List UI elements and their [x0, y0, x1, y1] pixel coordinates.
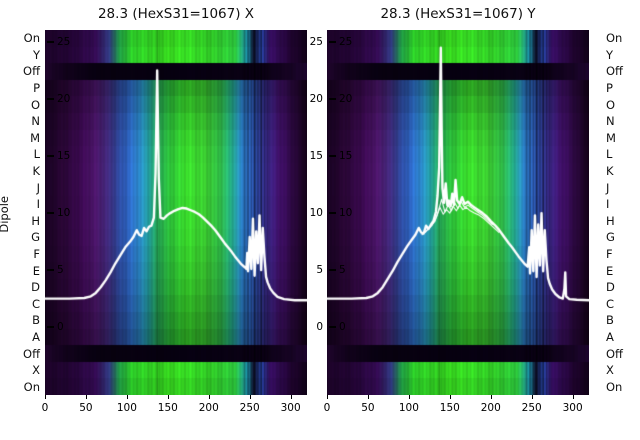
row-label-left: On — [23, 31, 40, 46]
row-label-right: O — [606, 97, 616, 112]
row-label-right: N — [606, 114, 615, 129]
row-label-right: F — [606, 246, 613, 261]
xtick-label: 150 — [439, 402, 460, 414]
row-label-right: K — [606, 164, 614, 179]
row-label-right: Y — [606, 47, 614, 62]
row-label-left: N — [31, 114, 40, 129]
row-label-left: M — [30, 130, 40, 145]
row-label-left: On — [23, 379, 40, 394]
row-label-right: Off — [606, 346, 623, 361]
xtick-label: 100 — [398, 402, 419, 414]
row-label-left: E — [32, 263, 40, 278]
row-label-right: D — [606, 280, 615, 295]
xtick-mark — [85, 395, 87, 399]
row-label-right: E — [606, 263, 614, 278]
xtick-mark — [531, 395, 533, 399]
row-label-right: M — [606, 130, 616, 145]
row-label-left: Y — [32, 47, 40, 62]
row-label-right: A — [606, 329, 614, 344]
plot-title-y: 28.3 (HexS31=1067) Y — [380, 6, 536, 22]
xtick-label: 50 — [79, 402, 93, 414]
row-label-right: I — [606, 197, 610, 212]
row-label-right: C — [606, 296, 615, 311]
xtick-mark — [167, 395, 169, 399]
row-label-left: P — [33, 81, 40, 96]
xtick-label: 250 — [521, 402, 542, 414]
row-label-right: H — [606, 213, 615, 228]
row-label-right: On — [606, 379, 623, 394]
xtick-label: 300 — [562, 402, 583, 414]
xtick-label: 50 — [361, 402, 375, 414]
row-label-left: A — [32, 329, 40, 344]
row-label-left: Off — [23, 64, 40, 79]
xtick-mark — [208, 395, 210, 399]
xtick-label: 250 — [239, 402, 260, 414]
xtick-mark — [45, 395, 46, 399]
row-label-left: D — [31, 280, 40, 295]
y-axis-label: Dipole — [0, 196, 11, 233]
xtick-mark — [490, 395, 492, 399]
row-label-left: O — [30, 97, 40, 112]
row-label-left: L — [33, 147, 40, 162]
xtick-label: 100 — [116, 402, 137, 414]
xtick-mark — [408, 395, 410, 399]
xtick-label: 0 — [323, 402, 331, 414]
xtick-mark — [249, 395, 251, 399]
row-label-right: Off — [606, 64, 623, 79]
xtick-label: 200 — [480, 402, 501, 414]
row-label-left: B — [32, 313, 40, 328]
xtick-mark — [327, 395, 328, 399]
row-label-right: B — [606, 313, 614, 328]
row-label-left: X — [32, 363, 40, 378]
row-label-left: F — [33, 246, 40, 261]
row-label-left: Off — [23, 346, 40, 361]
plot-title-x: 28.3 (HexS31=1067) X — [97, 6, 255, 22]
row-label-right: X — [606, 363, 614, 378]
xtick-mark — [290, 395, 292, 399]
row-label-left: C — [31, 296, 40, 311]
row-label-right: On — [606, 31, 623, 46]
xtick-label: 200 — [198, 402, 219, 414]
heatmap-canvas-x — [45, 30, 307, 395]
row-label-right: L — [606, 147, 613, 162]
row-label-right: G — [606, 230, 615, 245]
xtick-label: 300 — [280, 402, 301, 414]
row-label-left: J — [36, 180, 40, 195]
xtick-mark — [449, 395, 451, 399]
xtick-mark — [367, 395, 369, 399]
row-label-left: K — [32, 164, 40, 179]
row-label-right: J — [606, 180, 610, 195]
xtick-mark — [572, 395, 574, 399]
xtick-mark — [126, 395, 128, 399]
row-label-right: P — [606, 81, 613, 96]
xtick-label: 0 — [41, 402, 49, 414]
xtick-label: 150 — [157, 402, 178, 414]
heatmap-canvas-y — [327, 30, 589, 395]
